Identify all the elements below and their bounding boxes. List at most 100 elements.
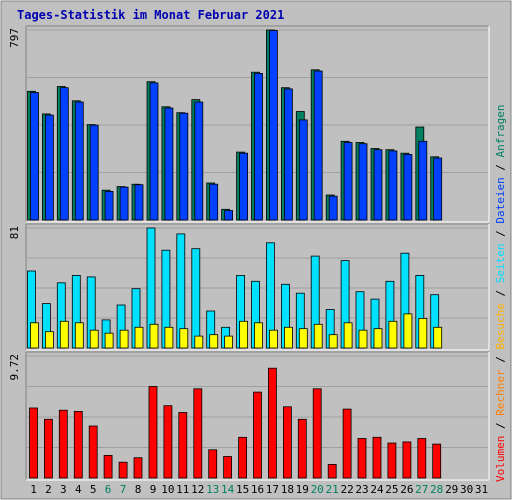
x-tick-label: 6 xyxy=(105,483,112,496)
bar-dateien-day-28 xyxy=(433,157,443,221)
bar-seiten-day-12 xyxy=(191,248,201,349)
bar-dateien-day-22 xyxy=(343,142,353,221)
x-axis-labels: 1 2 3 4 5 6 7 8 9 10 11 12 13 14 15 16 17 18 19 20 21 22 23 24 2… xyxy=(30,483,488,496)
bar-dateien-day-25 xyxy=(388,150,398,221)
bar-dateien-day-19 xyxy=(298,119,308,221)
bar-besuche-day-5 xyxy=(89,329,99,349)
x-tick-label: 4 xyxy=(75,483,82,496)
legend-separator: / xyxy=(494,350,507,370)
x-tick-label: 20 xyxy=(311,483,324,496)
bar-dateien-day-14 xyxy=(224,210,234,221)
x-tick-label: 26 xyxy=(400,483,413,496)
bar-dateien-day-4 xyxy=(74,101,84,221)
x-tick-label: 12 xyxy=(191,483,204,496)
bar-dateien-day-7 xyxy=(119,186,129,221)
bar-dateien-day-10 xyxy=(164,107,174,221)
bar-volumen-day-1 xyxy=(29,407,38,479)
bar-besuche-day-18 xyxy=(283,326,293,349)
bar-dateien-day-18 xyxy=(283,88,293,221)
bar-besuche-day-6 xyxy=(104,332,114,349)
bar-volumen-day-15 xyxy=(238,436,248,479)
bar-besuche-day-23 xyxy=(358,329,368,349)
bar-dateien-day-20 xyxy=(313,70,323,221)
panel-2: 81 xyxy=(8,223,490,351)
bar-volumen-day-3 xyxy=(58,409,68,479)
legend-besuche: Besuche xyxy=(494,303,507,349)
bar-dateien-day-17 xyxy=(268,30,278,221)
bar-besuche-day-2 xyxy=(45,331,54,349)
bar-volumen-day-19 xyxy=(297,418,307,479)
x-tick-label: 8 xyxy=(135,483,142,496)
bar-dateien-day-1 xyxy=(30,92,39,221)
x-tick-label: 28 xyxy=(430,483,443,496)
bar-besuche-day-16 xyxy=(254,322,263,349)
x-tick-label: 5 xyxy=(90,483,97,496)
bar-besuche-day-14 xyxy=(224,335,234,349)
bar-volumen-day-26 xyxy=(402,441,412,479)
bar-dateien-day-26 xyxy=(403,153,413,221)
x-tick-label: 19 xyxy=(296,483,309,496)
bar-volumen-day-7 xyxy=(118,461,128,479)
x-tick-label: 11 xyxy=(176,483,189,496)
bar-besuche-day-26 xyxy=(403,313,413,349)
vertical-legend: Volumen / Rechner / Besuche / Seiten / D… xyxy=(494,104,507,482)
x-tick-label: 15 xyxy=(236,483,249,496)
bar-volumen-day-6 xyxy=(103,454,113,479)
x-tick-label: 18 xyxy=(281,483,294,496)
bar-besuche-day-7 xyxy=(119,329,129,349)
x-tick-label: 24 xyxy=(370,483,384,496)
bar-volumen-day-28 xyxy=(432,443,442,479)
bar-volumen-day-25 xyxy=(387,442,397,479)
legend-dateien: Dateien xyxy=(494,177,507,223)
legend-volumen: Volumen xyxy=(494,436,507,482)
bar-volumen-day-11 xyxy=(178,412,188,479)
x-tick-label: 21 xyxy=(326,483,339,496)
series-volumen xyxy=(29,367,442,479)
bar-volumen-day-22 xyxy=(342,408,352,479)
bar-besuche-day-27 xyxy=(418,317,428,349)
x-tick-label: 9 xyxy=(150,483,157,496)
bar-besuche-day-4 xyxy=(74,322,84,349)
x-tick-label: 3 xyxy=(60,483,67,496)
bar-volumen-day-5 xyxy=(88,425,98,479)
x-tick-label: 13 xyxy=(206,483,219,496)
bar-dateien-day-12 xyxy=(194,101,204,221)
y-max-label: 9.72 xyxy=(8,354,21,381)
bar-besuche-day-13 xyxy=(209,334,219,349)
x-tick-label: 2 xyxy=(45,483,52,496)
x-tick-label: 7 xyxy=(120,483,127,496)
panel-3: 9.72 xyxy=(8,351,490,481)
x-tick-label: 29 xyxy=(445,483,458,496)
bar-volumen-day-24 xyxy=(372,436,382,479)
legend-anfragen: Anfragen xyxy=(494,104,507,157)
bar-volumen-day-2 xyxy=(44,418,53,479)
legend-separator: / xyxy=(494,224,507,244)
bar-dateien-day-11 xyxy=(179,112,189,221)
bar-besuche-day-3 xyxy=(59,320,69,349)
bar-besuche-day-15 xyxy=(239,320,249,349)
bar-besuche-day-8 xyxy=(134,326,144,349)
bar-dateien-day-24 xyxy=(373,149,383,221)
bar-besuche-day-21 xyxy=(328,334,338,349)
bar-volumen-day-23 xyxy=(357,438,367,479)
x-tick-label: 10 xyxy=(161,483,174,496)
legend-seiten: Seiten xyxy=(494,244,507,284)
bar-volumen-day-9 xyxy=(148,386,158,479)
bar-besuche-day-25 xyxy=(388,320,398,349)
legend-separator: / xyxy=(494,157,507,177)
bar-dateien-day-3 xyxy=(59,87,69,221)
legend-separator: / xyxy=(494,283,507,303)
bar-besuche-day-28 xyxy=(433,326,443,349)
x-tick-label: 14 xyxy=(221,483,235,496)
series-dateien xyxy=(30,30,443,221)
bar-volumen-day-20 xyxy=(312,388,322,479)
x-tick-label: 27 xyxy=(415,483,428,496)
bar-dateien-day-13 xyxy=(209,183,219,221)
bar-volumen-day-8 xyxy=(133,457,143,479)
bar-volumen-day-12 xyxy=(193,388,203,479)
bar-besuche-day-12 xyxy=(194,335,204,349)
bar-dateien-day-16 xyxy=(254,73,263,221)
bar-dateien-day-15 xyxy=(239,152,249,221)
bar-volumen-day-18 xyxy=(282,406,292,479)
